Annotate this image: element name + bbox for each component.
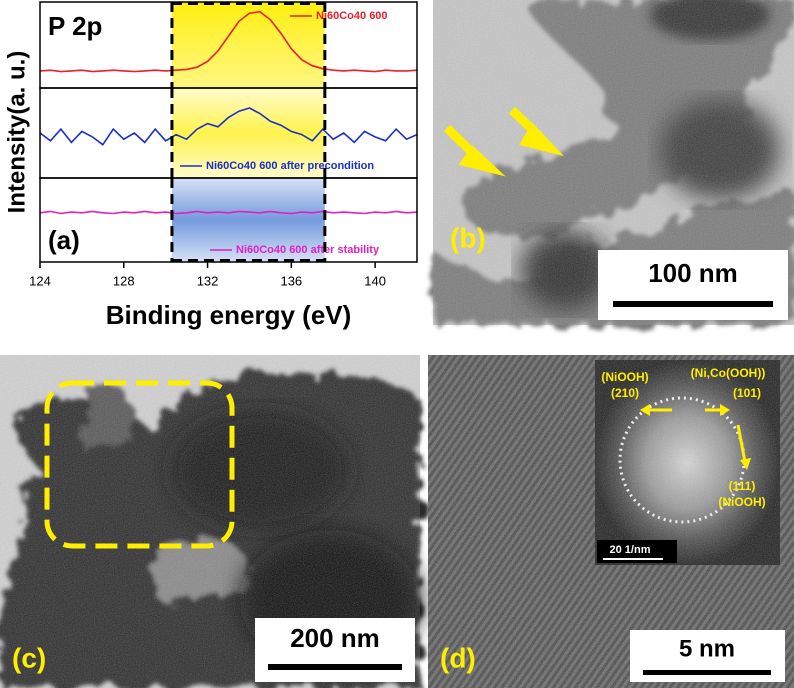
- panel-label: (d): [440, 642, 476, 673]
- arrowhead: [740, 458, 751, 470]
- arrow: [736, 424, 747, 463]
- panel-d: (NiOOH) (210) (Ni,Co(OOH)) (101) (111) (…: [428, 355, 794, 688]
- panel-label: (a): [48, 225, 80, 255]
- arrow: [508, 106, 564, 157]
- panel-c: (c) 200 nm: [0, 355, 420, 688]
- inset-label: (Ni,Co(OOH)): [691, 366, 766, 380]
- highlight-box: [44, 380, 235, 549]
- subplot-frame: [39, 177, 418, 263]
- scale-bar: [643, 670, 771, 675]
- y-axis-label: Intensity(a. u.): [3, 51, 30, 214]
- inset-label: (111): [729, 479, 756, 493]
- spectrum-line: [39, 10, 418, 73]
- x-tick-label: 140: [364, 273, 386, 288]
- inset-label: (210): [611, 386, 639, 400]
- subplot: Ni60Co40 600 after precondition: [39, 87, 418, 179]
- panel-label: (b): [450, 222, 486, 253]
- inset-scale-bar: [603, 558, 663, 560]
- subplot: Ni60Co40 600 P 2p Intensity(a. u.): [3, 1, 418, 214]
- x-tick-label: 124: [29, 273, 51, 288]
- arrow: [443, 124, 506, 177]
- inset-label: (101): [733, 386, 761, 400]
- scale-box: [255, 618, 415, 682]
- legend-label: Ni60Co40 600: [316, 10, 388, 22]
- inset-scale-box: [597, 540, 677, 563]
- scale-box: [598, 250, 788, 320]
- legend-label: Ni60Co40 600 after stability: [236, 244, 380, 256]
- highlight-region: [171, 88, 325, 178]
- panel-b: (b) 100 nm: [433, 0, 794, 325]
- legend-label: Ni60Co40 600 after precondition: [206, 160, 374, 172]
- scale-bar: [268, 664, 402, 670]
- scale-label: 5 nm: [679, 635, 735, 662]
- scale-label: 100 nm: [648, 258, 738, 288]
- scale-label: 200 nm: [290, 623, 380, 653]
- x-axis-label: Binding energy (eV): [106, 300, 352, 330]
- subplot: Ni60Co40 600 after stability (a) 124 128 132…: [29, 177, 418, 330]
- arrowhead: [720, 404, 730, 416]
- arrowhead: [640, 404, 650, 416]
- highlight-region: [171, 178, 325, 262]
- spectrum-line: [39, 107, 418, 146]
- panel-label: P 2p: [48, 11, 102, 41]
- x-tick-label: 136: [280, 273, 302, 288]
- inset-label: (NiOOH): [718, 495, 765, 509]
- spectrum-line: [39, 210, 418, 215]
- inset-scale-label: 20 1/nm: [610, 544, 651, 556]
- scale-bar: [613, 301, 773, 307]
- panel-label: (c): [12, 642, 46, 673]
- inset-label: (NiOOH): [601, 370, 648, 384]
- x-tick-label: 132: [197, 273, 219, 288]
- x-tick-label: 128: [113, 273, 135, 288]
